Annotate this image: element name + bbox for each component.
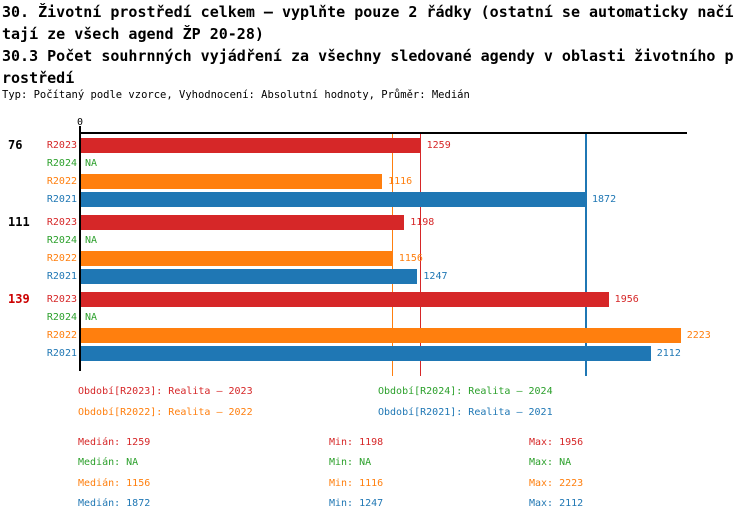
- stat-median-row-0: Medián: 1259: [78, 436, 151, 448]
- stat-median-row-3: Medián: 1872: [78, 497, 151, 509]
- bar-value-label: 2223: [686, 330, 711, 342]
- group-label-139: 139: [8, 292, 30, 306]
- series-label-r2023: R2023: [46, 216, 77, 228]
- bar-r2021: [81, 346, 651, 362]
- stat-median-row-2: Medián: 1156: [78, 477, 151, 489]
- x-axis-tick-zero: 0: [77, 117, 84, 128]
- series-label-r2024: R2024: [46, 311, 77, 323]
- stat-min-row-3: Min: 1247: [329, 497, 384, 509]
- bar-value-label: 1156: [398, 253, 423, 265]
- legend-item-1: Období[R2022]: Realita – 2022: [78, 406, 253, 418]
- group-label-76: 76: [8, 138, 23, 152]
- series-label-r2022: R2022: [46, 330, 77, 342]
- series-label-r2022: R2022: [46, 176, 77, 188]
- stat-max-row-1: Max: NA: [529, 457, 572, 468]
- bar-value-label: 1116: [388, 176, 413, 188]
- bar-value-label: 1259: [426, 139, 451, 151]
- legend-item-3: Období[R2021]: Realita – 2021: [378, 406, 553, 418]
- bar-value-label: 1247: [423, 271, 448, 283]
- bar-value-na-label: NA: [85, 311, 98, 323]
- bar-r2022: [81, 174, 383, 190]
- group-label-111: 111: [8, 215, 30, 229]
- legend-item-0: Období[R2023]: Realita – 2023: [78, 386, 253, 397]
- bar-value-label: 1198: [410, 216, 435, 228]
- bar-r2023: [81, 214, 405, 230]
- bar-value-na-label: NA: [85, 157, 98, 169]
- legend-item-2: Období[R2024]: Realita – 2024: [378, 386, 553, 397]
- y-axis-line: [78, 126, 81, 371]
- bar-r2021: [81, 192, 587, 208]
- series-label-r2022: R2022: [46, 253, 77, 265]
- bar-r2023: [81, 137, 421, 153]
- x-axis-line: [79, 131, 687, 134]
- series-label-r2021: R2021: [46, 348, 77, 360]
- series-label-r2023: R2023: [46, 139, 77, 151]
- question-title: 30. Životní prostředí celkem – vyplňte p…: [2, 1, 738, 89]
- bar-r2023: [81, 291, 609, 307]
- stat-max-row-2: Max: 2223: [529, 477, 584, 489]
- series-label-r2024: R2024: [46, 157, 77, 169]
- series-label-r2021: R2021: [46, 194, 77, 206]
- median-line-r2021: [585, 133, 587, 376]
- series-label-r2021: R2021: [46, 271, 77, 283]
- stat-min-row-1: Min: NA: [329, 457, 372, 468]
- series-label-r2023: R2023: [46, 293, 77, 305]
- bar-r2021: [81, 269, 418, 285]
- stat-min-row-0: Min: 1198: [329, 436, 384, 448]
- bar-value-label: 1956: [614, 293, 639, 305]
- stat-min-row-2: Min: 1116: [329, 477, 384, 489]
- bar-r2022: [81, 251, 393, 267]
- series-label-r2024: R2024: [46, 234, 77, 246]
- bar-value-label: 2112: [656, 348, 681, 360]
- bar-r2022: [81, 328, 681, 344]
- meta-line: Typ: Počítaný podle vzorce, Vyhodnocení:…: [2, 89, 470, 101]
- stat-max-row-0: Max: 1956: [529, 436, 584, 448]
- stat-median-row-1: Medián: NA: [78, 457, 139, 468]
- stat-max-row-3: Max: 2112: [529, 497, 584, 509]
- bar-value-na-label: NA: [85, 234, 98, 246]
- median-line-r2023: [419, 133, 422, 376]
- title-line-question-30-3: 30.3 Počet souhrnných vyjádření za všech…: [2, 47, 734, 87]
- bar-value-label: 1872: [592, 194, 617, 206]
- title-line-question-30: 30. Životní prostředí celkem – vyplňte p…: [2, 3, 734, 43]
